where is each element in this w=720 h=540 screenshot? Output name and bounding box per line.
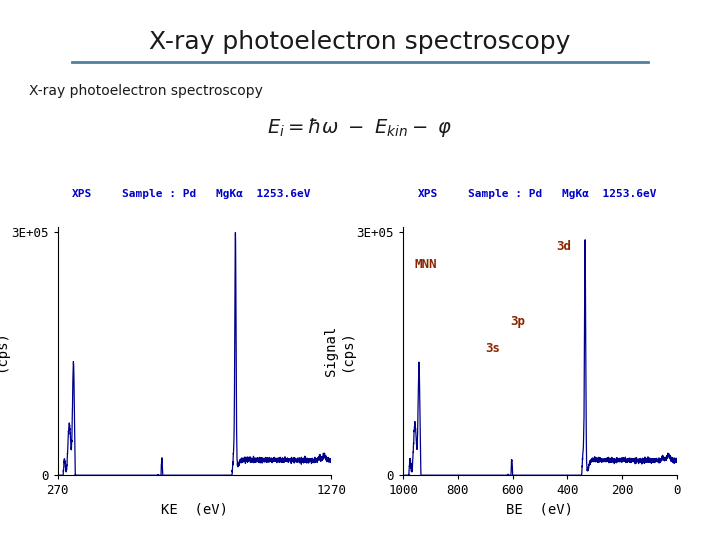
Text: MgKα  1253.6eV: MgKα 1253.6eV: [562, 189, 656, 199]
X-axis label: KE  (eV): KE (eV): [161, 503, 228, 517]
Text: Sample : Pd: Sample : Pd: [468, 189, 542, 199]
Y-axis label: Signal
(cps): Signal (cps): [324, 326, 354, 376]
X-axis label: BE  (eV): BE (eV): [506, 503, 574, 517]
Text: XPS: XPS: [72, 189, 92, 199]
Text: Sample : Pd: Sample : Pd: [122, 189, 197, 199]
Text: 3s: 3s: [485, 342, 500, 355]
Text: MgKα  1253.6eV: MgKα 1253.6eV: [216, 189, 310, 199]
Text: X-ray photoelectron spectroscopy: X-ray photoelectron spectroscopy: [29, 84, 263, 98]
Text: MNN: MNN: [414, 258, 436, 271]
Text: 3d: 3d: [557, 240, 572, 253]
Text: X-ray photoelectron spectroscopy: X-ray photoelectron spectroscopy: [149, 30, 571, 53]
Text: $\mathit{E_i = \hbar\omega\ -\ E_{kin}-\ \varphi}$: $\mathit{E_i = \hbar\omega\ -\ E_{kin}-\…: [267, 116, 453, 139]
Text: 3p: 3p: [510, 315, 525, 328]
Text: XPS: XPS: [418, 189, 438, 199]
Y-axis label: Signal
(cps): Signal (cps): [0, 326, 9, 376]
